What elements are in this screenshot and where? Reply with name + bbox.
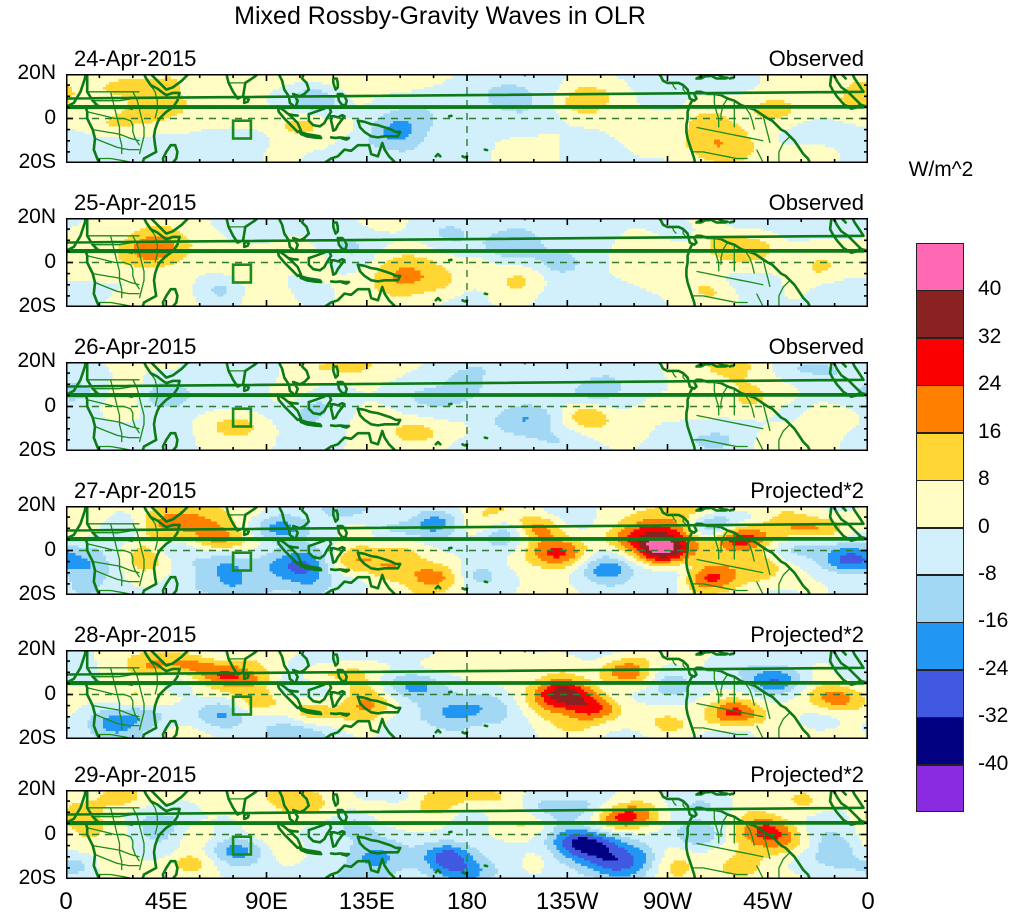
colorbar-swatch	[916, 337, 964, 386]
panel-date-label: 26-Apr-2015	[74, 334, 196, 360]
colorbar-tick-label: -24	[978, 657, 1008, 681]
panel-date-label: 27-Apr-2015	[74, 478, 196, 504]
marker-box	[231, 407, 253, 428]
y-tick-label: 20S	[0, 866, 56, 890]
map-panel-4	[66, 506, 868, 595]
colorbar-tick-label: 32	[978, 325, 1001, 349]
marker-box	[231, 835, 253, 856]
map-panel-1	[66, 74, 868, 163]
colorbar-tick-label: -16	[978, 609, 1008, 633]
panel-kind-label: Projected*2	[548, 762, 864, 788]
y-tick-label: 0	[0, 538, 56, 562]
map-panel-2	[66, 218, 868, 307]
anomaly-field	[66, 218, 868, 307]
x-tick-label: 135E	[322, 888, 412, 916]
colorbar-swatch	[916, 764, 964, 813]
y-tick-label: 20S	[0, 726, 56, 750]
x-tick-label: 45W	[723, 888, 813, 916]
colorbar-swatch	[916, 385, 964, 434]
panel-kind-label: Observed	[548, 190, 864, 216]
map-panel-3	[66, 362, 868, 451]
x-tick-label: 180	[422, 888, 512, 916]
colorbar-tick-label: -40	[978, 752, 1008, 776]
coastlines	[66, 650, 868, 739]
colorbar-tick-label: -8	[978, 562, 997, 586]
colorbar-swatch	[916, 669, 964, 718]
colorbar-tick-label: 16	[978, 420, 1001, 444]
marker-box	[231, 695, 253, 716]
y-tick-label: 20N	[0, 493, 56, 517]
y-tick-label: 20S	[0, 294, 56, 318]
colorbar-swatch	[916, 480, 964, 528]
y-tick-label: 20N	[0, 777, 56, 801]
colorbar-swatch	[916, 574, 964, 623]
y-tick-label: 0	[0, 682, 56, 706]
x-tick-label: 135W	[522, 888, 612, 916]
colorbar-swatch	[916, 432, 964, 481]
colorbar-tick-label: 0	[978, 515, 990, 539]
anomaly-field	[66, 362, 868, 451]
colorbar-swatch	[916, 527, 964, 576]
panel-date-label: 24-Apr-2015	[74, 46, 196, 72]
coastlines	[66, 74, 868, 163]
coastlines	[66, 790, 868, 879]
y-tick-label: 20S	[0, 150, 56, 174]
panel-kind-label: Observed	[548, 46, 864, 72]
colorbar-tick-label: 24	[978, 372, 1001, 396]
y-tick-label: 20N	[0, 637, 56, 661]
y-tick-label: 0	[0, 106, 56, 130]
x-tick-label: 45E	[121, 888, 211, 916]
marker-box	[231, 119, 253, 140]
panel-date-label: 28-Apr-2015	[74, 622, 196, 648]
y-tick-label: 0	[0, 394, 56, 418]
colorbar-swatch	[916, 622, 964, 671]
colorbar-units-label: W/m^2	[876, 158, 1006, 182]
colorbar-swatch	[916, 243, 964, 291]
x-tick-label: 90W	[623, 888, 713, 916]
y-tick-label: 20N	[0, 61, 56, 85]
map-panel-5	[66, 650, 868, 739]
x-tick-label: 0	[823, 888, 913, 916]
y-tick-label: 20S	[0, 582, 56, 606]
colorbar-swatch	[916, 290, 964, 339]
panel-date-label: 25-Apr-2015	[74, 190, 196, 216]
y-tick-label: 0	[0, 250, 56, 274]
panel-kind-label: Observed	[548, 334, 864, 360]
y-tick-label: 20S	[0, 438, 56, 462]
coastlines	[66, 362, 868, 451]
marker-box	[231, 551, 253, 572]
panel-kind-label: Projected*2	[548, 622, 864, 648]
x-tick-label: 90E	[222, 888, 312, 916]
colorbar-tick-label: 8	[978, 467, 990, 491]
y-tick-label: 0	[0, 822, 56, 846]
anomaly-field	[66, 74, 868, 163]
panel-date-label: 29-Apr-2015	[74, 762, 196, 788]
marker-box	[231, 263, 253, 284]
coastlines	[66, 506, 868, 595]
map-panel-6	[66, 790, 868, 879]
figure-title: Mixed Rossby-Gravity Waves in OLR	[0, 2, 880, 31]
colorbar-tick-label: 40	[978, 277, 1001, 301]
panel-kind-label: Projected*2	[548, 478, 864, 504]
colorbar-swatch	[916, 717, 964, 766]
y-tick-label: 20N	[0, 205, 56, 229]
y-tick-label: 20N	[0, 349, 56, 373]
x-tick-label: 0	[21, 888, 111, 916]
coastlines	[66, 218, 868, 307]
colorbar-tick-label: -32	[978, 704, 1008, 728]
